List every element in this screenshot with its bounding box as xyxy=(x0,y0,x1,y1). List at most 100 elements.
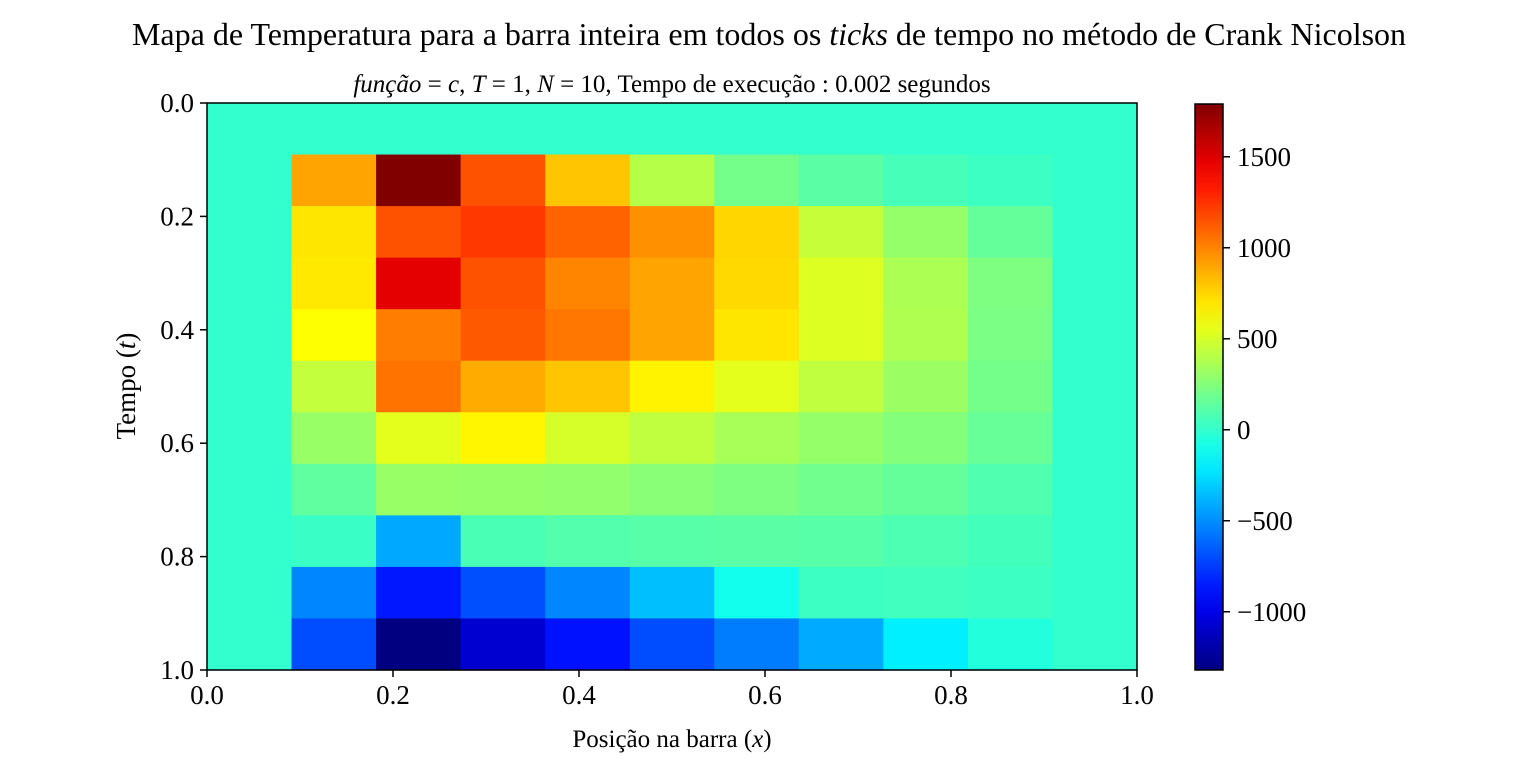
heatmap-cell xyxy=(460,257,546,310)
heatmap-cell xyxy=(460,154,546,207)
heatmap-cell xyxy=(883,206,969,259)
heatmap-cell xyxy=(545,463,631,516)
colorbar-tick-label: 1500 xyxy=(1237,142,1291,172)
y-tick-label: 0.2 xyxy=(160,201,194,231)
heatmap-cell xyxy=(629,412,715,465)
heatmap-cell xyxy=(376,412,462,465)
heatmap-cell xyxy=(1052,566,1138,620)
x-label-part-3: ) xyxy=(763,726,771,753)
y-tick-label: 0.6 xyxy=(160,428,194,458)
heatmap-cell xyxy=(291,257,377,310)
heatmap-cell xyxy=(629,309,715,362)
heatmap-cell xyxy=(291,515,377,568)
heatmap-cell xyxy=(1052,463,1138,516)
heatmap-cell xyxy=(883,463,969,516)
x-tick-label: 0.6 xyxy=(748,680,782,710)
colorbar-tick-label: 1000 xyxy=(1237,233,1291,263)
colorbar-tick-label: −1000 xyxy=(1237,597,1306,627)
heatmap-cell xyxy=(376,103,462,156)
colorbar-ticks: −1000 −500 0 500 1000 1500 xyxy=(1223,142,1306,627)
x-axis-ticks: 0.0 0.2 0.4 0.6 0.8 1.0 xyxy=(190,670,1154,710)
colorbar-tick-label: 500 xyxy=(1237,324,1278,354)
y-label-part-3: ) xyxy=(111,333,141,342)
heatmap-cell xyxy=(714,309,800,362)
heatmap-cell xyxy=(883,103,969,156)
heatmap-cell xyxy=(798,463,884,516)
colorbar-tick-label: 0 xyxy=(1237,415,1251,445)
heatmap-cell xyxy=(967,103,1054,156)
heatmap-cell xyxy=(291,206,377,259)
heatmap-cell xyxy=(1052,206,1138,259)
heatmap-cell xyxy=(207,309,293,362)
heatmap-cell xyxy=(291,463,377,516)
heatmap-cell xyxy=(376,154,462,207)
heatmap-cell xyxy=(714,566,800,620)
heatmap-cell xyxy=(883,257,969,310)
y-axis-label: Tempo (t) xyxy=(111,333,141,440)
subtitle-N: N xyxy=(536,71,555,98)
heatmap-cell xyxy=(714,412,800,465)
heatmap-cell xyxy=(629,463,715,516)
heatmap-cell xyxy=(629,257,715,310)
heatmap-cell xyxy=(883,154,969,207)
y-label-part-2: t xyxy=(111,340,141,349)
heatmap-cell xyxy=(545,103,631,156)
heatmap-cell xyxy=(291,360,377,413)
heatmap-cell xyxy=(798,515,884,568)
heatmap-cell xyxy=(967,206,1054,259)
heatmap-cell xyxy=(1052,618,1138,671)
heatmap-cell xyxy=(207,566,293,620)
plot-frame xyxy=(206,102,1138,671)
heatmap-cell xyxy=(460,618,546,671)
heatmap-cell xyxy=(376,618,462,671)
heatmap-cell xyxy=(798,360,884,413)
heatmap-cell xyxy=(291,618,377,671)
y-axis-ticks: 0.0 0.2 0.4 0.6 0.8 1.0 xyxy=(160,88,207,685)
heatmap-cell xyxy=(207,257,293,310)
heatmap-cell xyxy=(967,463,1054,516)
heatmap-cell xyxy=(714,360,800,413)
heatmap-cell xyxy=(1052,103,1138,156)
colorbar xyxy=(1194,103,1224,671)
heatmap-cell xyxy=(291,103,377,156)
heatmap-cell xyxy=(376,515,462,568)
heatmap-cell xyxy=(629,154,715,207)
heatmap-cell xyxy=(629,360,715,413)
heatmap-cell xyxy=(376,309,462,362)
subtitle-T: T xyxy=(472,71,488,98)
heatmap-cell xyxy=(545,154,631,207)
heatmap-cell xyxy=(1052,412,1138,465)
heatmap-cell xyxy=(207,206,293,259)
heatmap-cell xyxy=(967,309,1054,362)
y-label-part-1: Tempo ( xyxy=(111,349,141,439)
heatmap-cell xyxy=(967,566,1054,620)
subtitle-c: c xyxy=(448,71,459,98)
heatmap-cell xyxy=(460,103,546,156)
colorbar-tick-label: −500 xyxy=(1237,506,1293,536)
heatmap-cell xyxy=(798,257,884,310)
heatmap-cell xyxy=(207,515,293,568)
x-tick-label: 0.8 xyxy=(934,680,968,710)
heatmap-cell xyxy=(967,154,1054,207)
heatmap-cell xyxy=(545,618,631,671)
heatmap-cell xyxy=(883,618,969,671)
heatmap-cell xyxy=(460,566,546,620)
subtitle-T-value: = 1, xyxy=(486,71,538,98)
heatmap-cell xyxy=(714,154,800,207)
x-axis-label: Posição na barra (x) xyxy=(572,726,771,753)
heatmap-cell xyxy=(545,360,631,413)
heatmap-cell xyxy=(376,360,462,413)
heatmap-cell xyxy=(545,412,631,465)
heatmap-cell xyxy=(545,566,631,620)
heatmap-cell xyxy=(798,154,884,207)
heatmap-cell xyxy=(376,463,462,516)
heatmap-cell xyxy=(1052,257,1138,310)
heatmap-cell xyxy=(798,412,884,465)
heatmap-cell xyxy=(207,618,293,671)
subtitle-rest: = 10, Tempo de execução : 0.002 segundos xyxy=(554,71,991,98)
heatmap-cell xyxy=(798,206,884,259)
heatmap-cell xyxy=(460,412,546,465)
heatmap-cell xyxy=(460,360,546,413)
heatmap-cell xyxy=(460,309,546,362)
heatmap-cell xyxy=(376,566,462,620)
